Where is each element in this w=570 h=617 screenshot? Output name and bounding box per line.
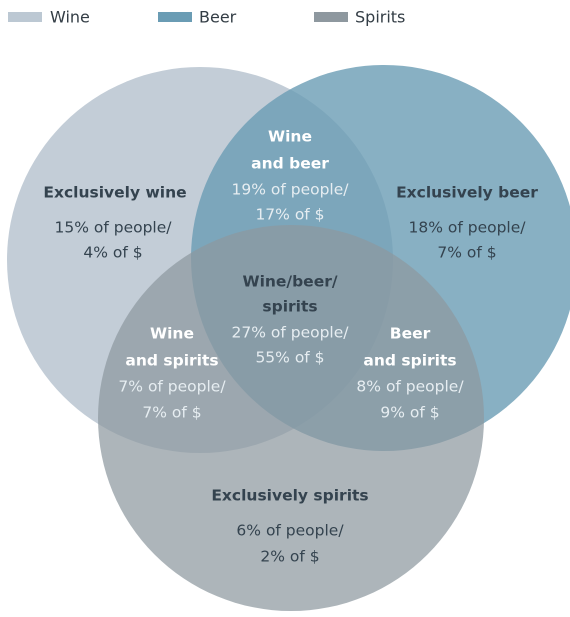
region-title: and spirits bbox=[363, 352, 456, 370]
region-title: Exclusively beer bbox=[396, 184, 538, 202]
region-labels: Exclusively wine 15% of people/ 4% of $ … bbox=[43, 128, 538, 566]
legend-label: Spirits bbox=[355, 8, 405, 27]
region-title: Wine bbox=[268, 128, 312, 146]
region-title: Wine/beer/ bbox=[242, 273, 337, 291]
region-title: Exclusively spirits bbox=[211, 487, 368, 505]
circles bbox=[7, 65, 570, 611]
region-stat: 9% of $ bbox=[380, 404, 439, 422]
region-stat: 18% of people/ bbox=[408, 219, 526, 237]
region-stat: 7% of $ bbox=[437, 244, 496, 262]
legend: Wine Beer Spirits bbox=[8, 8, 405, 27]
region-title: and beer bbox=[251, 155, 329, 173]
region-title: spirits bbox=[262, 298, 317, 316]
region-stat: 8% of people/ bbox=[356, 378, 464, 396]
legend-label: Wine bbox=[50, 8, 90, 27]
region-title: Exclusively wine bbox=[43, 184, 186, 202]
region-title: Beer bbox=[390, 325, 431, 343]
region-title: Wine bbox=[150, 325, 194, 343]
region-stat: 7% of $ bbox=[142, 404, 201, 422]
region-stat: 55% of $ bbox=[255, 349, 324, 367]
spirits-circle bbox=[98, 225, 484, 611]
region-stat: 4% of $ bbox=[83, 244, 142, 262]
region-stat: 2% of $ bbox=[260, 548, 319, 566]
region-stat: 19% of people/ bbox=[231, 181, 349, 199]
region-stat: 6% of people/ bbox=[236, 522, 344, 540]
legend-swatch bbox=[314, 12, 348, 22]
region-stat: 7% of people/ bbox=[118, 378, 226, 396]
region-stat: 17% of $ bbox=[255, 206, 324, 224]
region-stat: 27% of people/ bbox=[231, 324, 349, 342]
legend-swatch bbox=[158, 12, 192, 22]
legend-swatch bbox=[8, 12, 42, 22]
legend-label: Beer bbox=[199, 8, 237, 27]
region-title: and spirits bbox=[125, 352, 218, 370]
region-stat: 15% of people/ bbox=[54, 219, 172, 237]
